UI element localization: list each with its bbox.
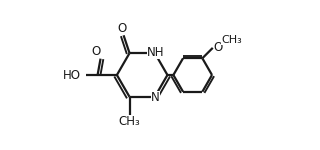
Text: CH₃: CH₃ xyxy=(221,35,242,45)
Text: CH₃: CH₃ xyxy=(119,116,140,128)
Text: N: N xyxy=(151,91,160,104)
Text: HO: HO xyxy=(62,69,81,81)
Text: O: O xyxy=(91,45,100,58)
Text: O: O xyxy=(117,22,127,34)
Text: O: O xyxy=(213,41,223,54)
Text: NH: NH xyxy=(147,46,164,59)
